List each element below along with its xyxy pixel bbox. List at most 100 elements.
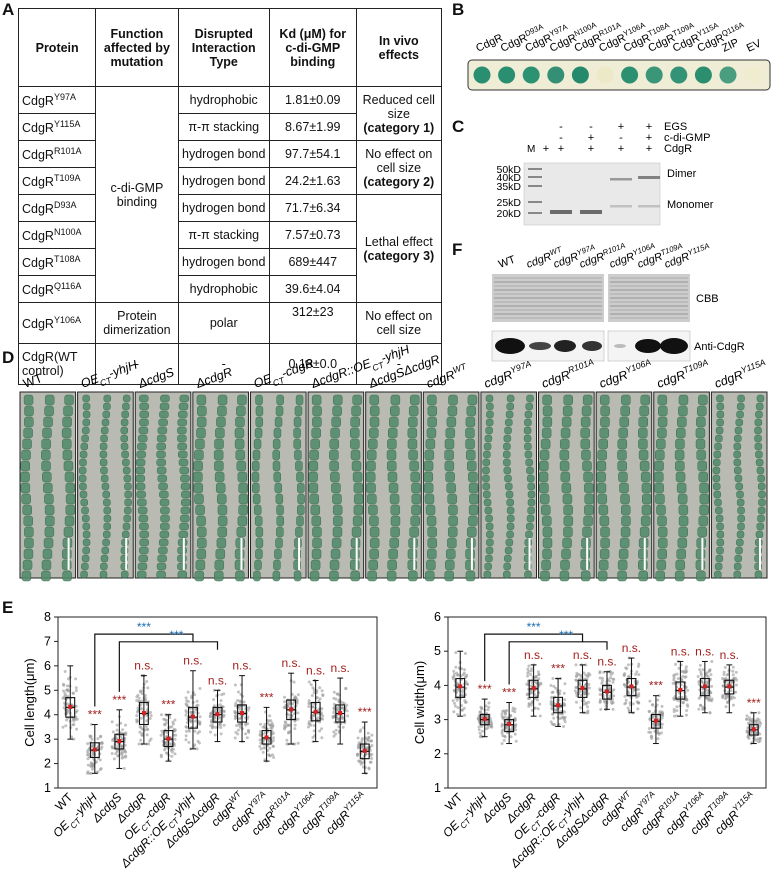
significance-label: ***	[478, 682, 492, 696]
condition-label: EGS	[664, 121, 687, 133]
mean-marker	[605, 689, 609, 694]
interaction-cell: π-π stacking	[177, 221, 270, 249]
lane-mark: +	[543, 143, 549, 155]
y-tick-label: 3	[44, 732, 51, 746]
mean-marker	[68, 704, 73, 709]
colony-spot	[473, 66, 491, 84]
gel-image	[523, 162, 661, 226]
y-tick-label: 6	[44, 659, 51, 673]
western-band	[529, 342, 551, 350]
interaction-cell: hydrogen bond	[177, 140, 270, 168]
micrograph	[595, 391, 653, 582]
interaction-cell: π-π stacking	[177, 113, 270, 141]
y-tick-label: 7	[44, 634, 51, 648]
significance-label: n.s.	[134, 659, 153, 673]
lane-mark: -	[559, 121, 563, 133]
table-row: CdgRR101A hydrogen bond 97.7±54.1 No eff…	[17, 140, 443, 195]
significance-label: n.s.	[573, 648, 592, 662]
mean-marker	[556, 703, 561, 708]
micrograph	[538, 391, 595, 582]
effect-cell: Reduced cell size (category 1)	[355, 86, 443, 141]
effect-cell: No effect on cell size	[355, 302, 443, 344]
y-tick-label: 3	[434, 713, 441, 727]
micrograph	[307, 391, 365, 582]
mean-marker	[727, 684, 732, 689]
ladder-band	[528, 168, 542, 170]
data-points	[233, 683, 251, 744]
protein-cell: CdgRR101A	[17, 140, 97, 168]
table-header-row: Protein Function affected by mutation Di…	[17, 8, 443, 87]
interaction-cell: hydrogen bond	[177, 248, 270, 276]
plate-strip	[467, 59, 771, 91]
ladder-label: 50kD	[496, 164, 521, 176]
colony-spot	[522, 66, 540, 84]
micrograph	[249, 391, 307, 582]
significance-label: n.s.	[695, 644, 714, 658]
mean-marker	[751, 727, 756, 732]
strain-label: cdgRY106A	[597, 357, 655, 391]
strain-label: EV	[745, 37, 764, 54]
ladder-band	[528, 185, 542, 187]
box	[455, 678, 466, 698]
bracket-significance: ***	[137, 620, 151, 634]
interaction-cell: hydrophobic	[177, 86, 270, 114]
effect-cell: -	[355, 343, 443, 385]
mean-marker	[240, 711, 245, 716]
micrograph	[77, 391, 134, 579]
y-axis-label: Cell length(μm)	[22, 658, 37, 746]
y-tick-label: 6	[434, 610, 441, 624]
header-interaction: Disrupted Interaction Type	[177, 8, 270, 87]
colony-spot	[498, 66, 516, 84]
function-cell: -	[95, 343, 179, 385]
lane-mark: -	[559, 132, 563, 144]
protein-cell: CdgRY115A	[17, 113, 97, 141]
significance-label: n.s.	[306, 664, 325, 678]
protein-cell: CdgRT108A	[17, 248, 97, 276]
ladder-label: 35kD	[496, 181, 521, 193]
monomer-label: Monomer	[667, 199, 714, 211]
significance-label: ***	[260, 690, 274, 704]
strain-label: cdgRY115A	[712, 357, 769, 391]
protein-cell: CdgR(WT control)	[17, 343, 97, 385]
ladder-band	[528, 212, 542, 214]
mean-marker	[117, 739, 122, 744]
lane-mark: +	[588, 143, 594, 155]
western-band	[582, 341, 602, 351]
mean-marker	[678, 687, 683, 692]
strain-label: ΔcdgS	[136, 365, 177, 391]
cbb-label: CBB	[696, 293, 719, 305]
y-tick-label: 2	[434, 747, 441, 761]
strain-label: CdgRQ116A	[695, 19, 749, 54]
condition-label: c-di-GMP	[664, 132, 710, 144]
western-band	[614, 344, 626, 348]
condition-label: CdgR	[664, 143, 692, 155]
plot-frame	[447, 616, 767, 789]
table-row: CdgRY97A c-di-GMP binding hydrophobic 1.…	[17, 86, 443, 303]
western-band	[495, 338, 525, 354]
strain-label: cdgRT109A	[654, 357, 711, 391]
dimer-label: Dimer	[667, 168, 697, 180]
colony-spot	[744, 66, 762, 84]
significance-label: n.s.	[281, 656, 300, 670]
anti-cdgr-label: Anti-CdgR	[694, 341, 745, 353]
lane-mark: +	[646, 132, 652, 144]
protein-cell: CdgRQ116A	[17, 275, 97, 303]
lane-mark: +	[646, 143, 652, 155]
mean-marker	[190, 714, 195, 719]
significance-label: ***	[649, 679, 663, 693]
function-cell: c-di-GMP binding	[95, 86, 179, 303]
mean-marker	[166, 736, 171, 741]
ladder-band	[528, 201, 542, 203]
panel-label-a: A	[2, 0, 15, 19]
monomer-band	[610, 205, 632, 208]
colony-spot	[571, 66, 589, 84]
ladder-label: 20kD	[496, 208, 521, 220]
western-band	[635, 339, 661, 353]
interaction-cell: hydrogen bond	[177, 167, 270, 195]
protein-cell: CdgRD93A	[17, 194, 97, 222]
significance-label: n.s.	[183, 654, 202, 668]
table-row: CdgRT108A hydrogen bond 689±447	[17, 248, 442, 276]
